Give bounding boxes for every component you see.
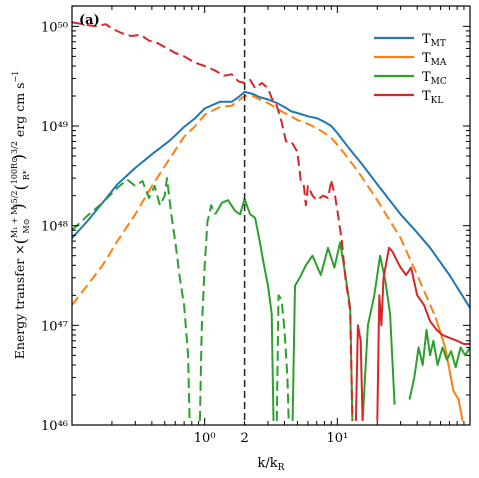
series-t-mc-segment-1	[198, 204, 217, 421]
ticks-layer	[71, 6, 470, 426]
y-tick-label: 10⁴⁸	[41, 220, 68, 235]
y-axis-label: Energy transfer ×(M₁ + M₂ M⊙)5/2(100R⊙ R*)…	[9, 71, 31, 360]
legend-label-ma: TMA	[422, 51, 447, 68]
y-tick-label: 10⁴⁶	[41, 419, 68, 434]
y-tick-label: 10⁵⁰	[41, 20, 68, 35]
y-tick-label: 10⁴⁹	[41, 120, 68, 135]
series-t-kl-segment-2	[354, 324, 364, 421]
series-t-mc-segment-0	[72, 177, 191, 421]
x-tick-label: 2	[240, 431, 248, 446]
series-t-mc-segment-2	[214, 198, 275, 421]
legend: TMT TMA TMC TKL	[374, 32, 447, 106]
series-t-kl-segment-3	[376, 246, 470, 421]
labels-layer: 10⁰ 2 10¹ 10⁴⁶ 10⁴⁷ 10⁴⁸ 10⁴⁹ 10⁵⁰	[41, 20, 348, 446]
series-layer	[72, 21, 470, 422]
series-t-mc-segment-4	[291, 241, 354, 421]
panel-label: (a)	[79, 13, 100, 28]
svg-text:Energy transfer ×(M₁ + M₂M⊙)5/: Energy transfer ×(M₁ + M₂ M⊙)5/2(100R⊙ R*)…	[9, 71, 31, 360]
plot-frame	[71, 5, 471, 426]
y-tick-label: 10⁴⁷	[41, 319, 68, 334]
series-t-mc-segment-5	[361, 254, 396, 421]
legend-label-kl: TKL	[422, 89, 443, 106]
series-t-ma-segment-1	[434, 317, 464, 422]
series-t-kl-segment-1	[330, 180, 354, 421]
series-t-ma-segment-0	[72, 95, 437, 318]
x-tick-label: 10¹	[326, 431, 348, 446]
series-t-mc-segment-6	[408, 328, 470, 400]
series-t-mt-segment-0	[72, 90, 470, 309]
series-t-kl-segment-0	[72, 21, 333, 207]
legend-label-mt: TMT	[422, 32, 446, 49]
legend-label-mc: TMC	[422, 70, 447, 87]
x-axis-label: k/kR	[258, 456, 285, 473]
x-tick-label: 10⁰	[194, 431, 216, 446]
series-t-mc-segment-3	[275, 294, 290, 421]
